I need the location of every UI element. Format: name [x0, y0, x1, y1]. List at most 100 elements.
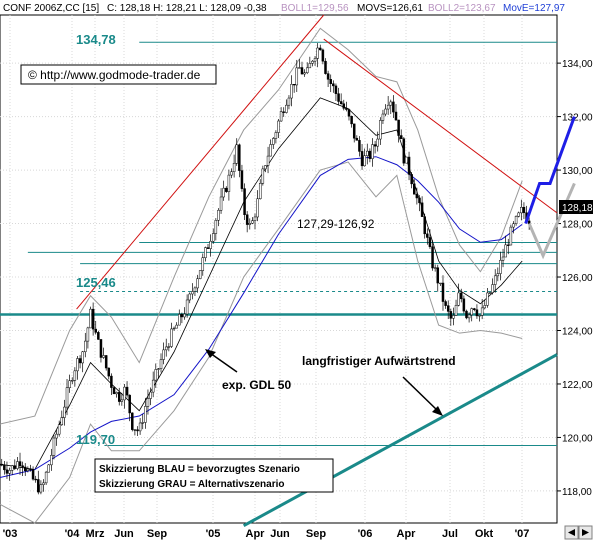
x-tick-label: Sep: [147, 528, 167, 540]
candle-body: [324, 60, 327, 74]
candle-body: [16, 461, 19, 469]
candle-body: [392, 101, 395, 113]
candle-body: [520, 206, 523, 214]
candle-body: [39, 484, 43, 493]
candle-body: [428, 237, 432, 247]
candle-body: [201, 257, 205, 271]
candle-body: [313, 58, 317, 62]
candle-body: [219, 196, 223, 211]
candle-body: [462, 298, 466, 312]
trend-arrow: [402, 376, 443, 416]
y-tick-label: 128,00: [562, 220, 593, 231]
last-price-tag: 128,18: [559, 200, 593, 214]
candle-body: [431, 246, 434, 269]
candle-body: [76, 358, 79, 372]
candle-body: [467, 314, 471, 319]
candle-body: [454, 305, 458, 316]
y-tick-label: 124,00: [562, 326, 593, 337]
candle-body: [170, 328, 173, 347]
moving-average-line: [0, 97, 523, 470]
candle-body: [517, 212, 520, 217]
x-tick-label: Apr: [246, 528, 266, 540]
candle-body: [402, 138, 406, 164]
candle-body: [389, 101, 393, 106]
candle-body: [154, 369, 158, 381]
candle-body: [303, 72, 306, 75]
candle-body: [243, 188, 246, 215]
candle-body: [91, 308, 95, 330]
candle-body: [149, 391, 152, 399]
candle-body: [384, 108, 387, 115]
candle-body: [264, 165, 267, 170]
candle-body: [232, 163, 236, 172]
x-axis: '03 '04 Mrz Jun Sep '05 Apr Jun Sep '06 Apr Jul Okt '…: [3, 528, 530, 540]
candle-body: [326, 73, 330, 80]
candle-body: [89, 308, 92, 329]
candle-body: [133, 429, 137, 431]
candle-body: [44, 471, 48, 484]
candle-body: [352, 123, 356, 139]
last-price-value: 128,18: [562, 203, 593, 214]
x-tick-label: Jun: [114, 528, 134, 540]
scenario-legend: Skizzierung BLAU = bevorzugtes Szenario …: [94, 458, 334, 493]
candle-body: [84, 340, 87, 353]
candle-body: [191, 291, 194, 295]
candle-body: [128, 394, 131, 414]
candle-body: [381, 113, 385, 121]
candle-body: [204, 247, 207, 258]
candle-body: [73, 370, 77, 381]
candle-body: [298, 67, 301, 69]
candle-body: [21, 465, 24, 468]
bollinger-lower-line: [0, 161, 523, 524]
candle-body: [308, 63, 312, 69]
candle-body: [144, 406, 147, 423]
x-tick-label: Okt: [475, 528, 494, 540]
candle-body: [37, 479, 40, 493]
candle-body: [475, 309, 479, 317]
indicator-lines: [0, 27, 523, 524]
gdl-arrow: [205, 349, 238, 373]
candle-body: [261, 168, 265, 184]
candle-body: [31, 469, 35, 480]
candle-body: [10, 465, 14, 471]
candle-body: [217, 210, 220, 221]
candle-body: [285, 104, 288, 113]
candle-body: [26, 468, 30, 472]
candle-body: [115, 392, 118, 395]
candle-body: [345, 108, 348, 110]
candle-body: [117, 392, 121, 402]
candle-body: [23, 466, 27, 472]
candle-body: [394, 111, 398, 121]
candle-body: [253, 216, 257, 221]
candle-body: [415, 193, 419, 199]
candle-body: [527, 220, 531, 224]
resistance-down-line: [323, 38, 558, 214]
candle-body: [504, 244, 507, 258]
candle-body: [164, 346, 168, 351]
scroll-left-button[interactable]: [564, 525, 579, 540]
candle-body: [300, 67, 304, 75]
copyright-box: © http://www.godmode-trader.de: [20, 64, 217, 85]
candle-body: [371, 144, 374, 159]
candle-body: [311, 60, 314, 64]
scroll-right-button[interactable]: [578, 525, 593, 540]
candle-body: [97, 332, 100, 340]
candle-body: [319, 47, 322, 51]
candle-body: [8, 470, 11, 474]
candle-body: [342, 103, 346, 109]
y-tick-label: 130,00: [562, 166, 593, 177]
candle-body: [99, 339, 103, 358]
candle-body: [256, 198, 259, 218]
header-boll2: BOLL2=123,67: [428, 3, 496, 14]
candle-body: [222, 187, 225, 198]
header-boll1: BOLL1=129,56: [281, 3, 349, 14]
header-movs: MOVS=126,61: [357, 3, 423, 14]
candle-body: [499, 260, 502, 274]
candle-body: [436, 267, 440, 284]
legend-grey-text: Skizzierung GRAU = Alternativszenario: [99, 479, 285, 490]
candle-body: [410, 174, 413, 185]
candle-body: [483, 305, 487, 309]
candle-body: [446, 305, 450, 312]
candle-body: [94, 328, 97, 333]
